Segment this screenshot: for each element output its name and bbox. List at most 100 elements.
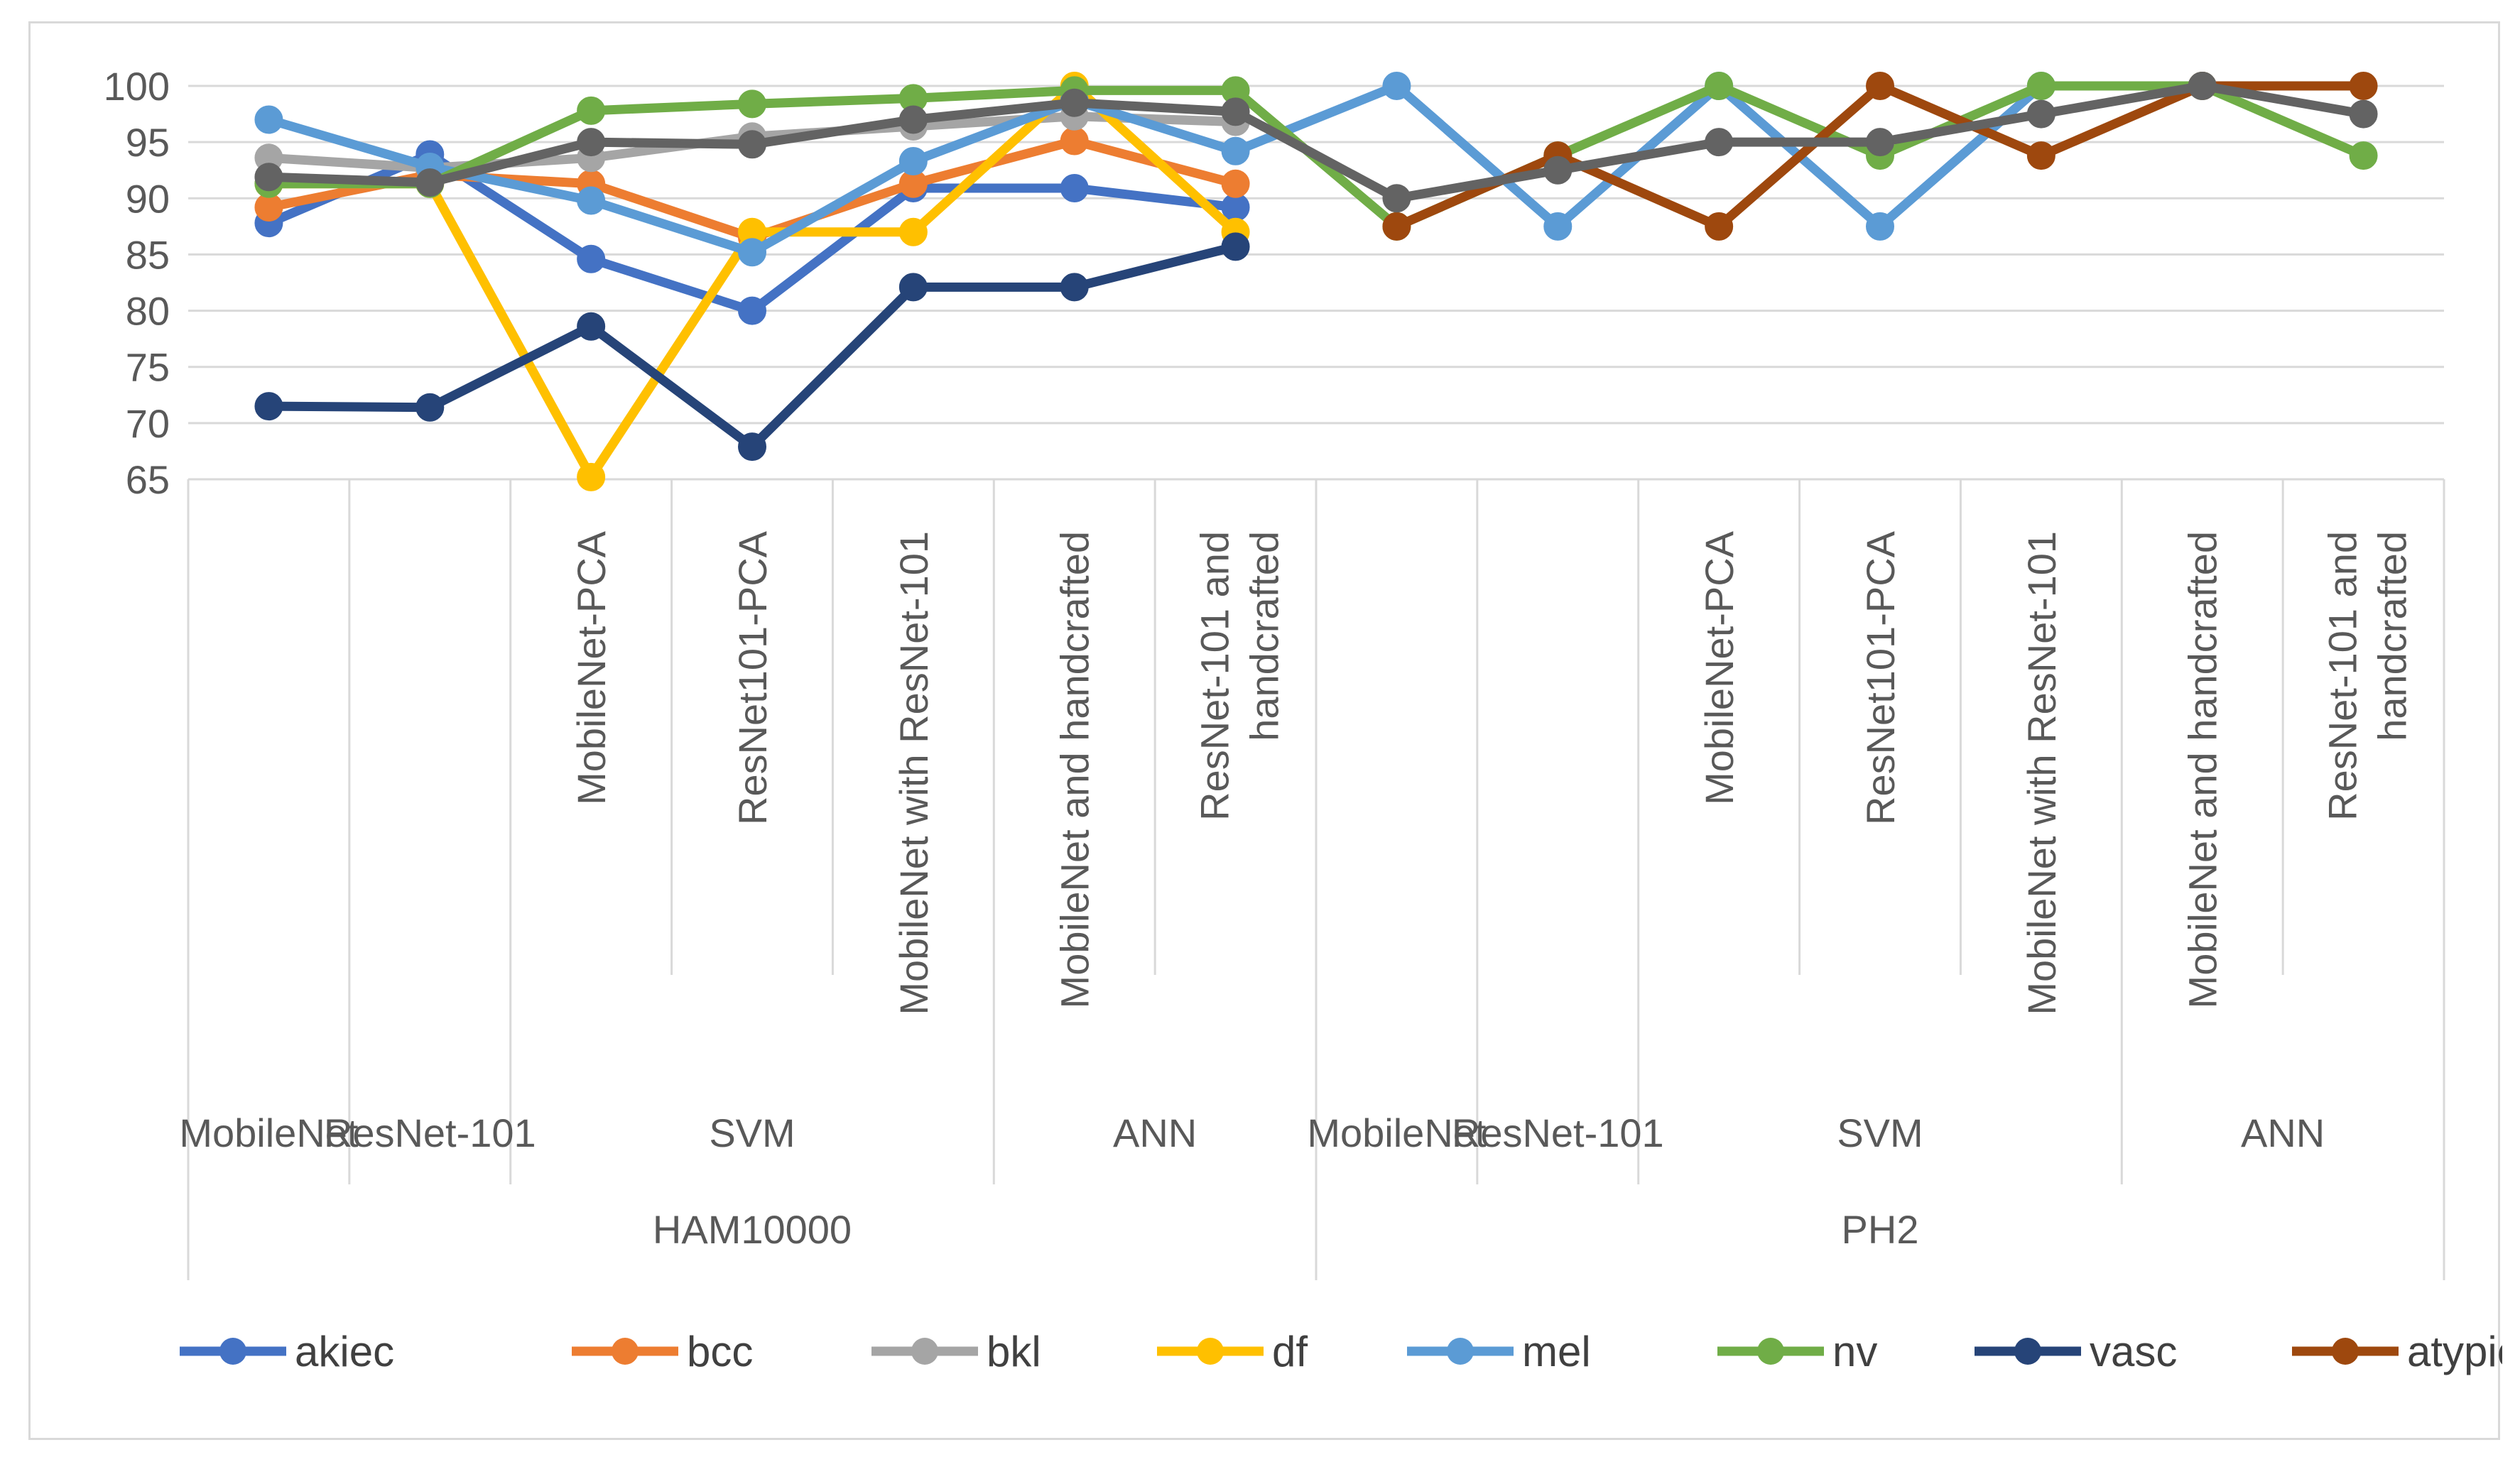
x-tick-label-line: MobileNet and handcrafted: [2180, 531, 2225, 1008]
point-nv-2: [577, 96, 606, 125]
dataset-label-ph2: PH2: [1842, 1207, 1919, 1252]
y-tick-label-85: 85: [126, 232, 170, 277]
x-tick-label-line: ResNet101-PCA: [730, 530, 775, 825]
y-tick-label-65: 65: [126, 457, 170, 502]
legend-item-mel: mel: [1407, 1328, 1591, 1375]
x-tick-label-ham10000-5: MobileNet and handcrafted: [1053, 531, 1097, 1008]
point-df-2: [577, 462, 606, 491]
point-atypical-7: [1382, 212, 1411, 241]
x-tick-label-line: ResNet-101 and: [2320, 531, 2365, 821]
point-mel-6: [1221, 136, 1250, 165]
point-accuracy-pct-11: [2026, 99, 2055, 129]
group-label-ham10000-svm: SVM: [709, 1111, 795, 1155]
point-akiec-3: [738, 296, 766, 325]
point-nv-3: [738, 89, 766, 119]
series-line-accuracy-pct: [264, 81, 2369, 203]
x-tick-label-ham10000-2: MobileNet-PCA: [569, 530, 614, 805]
x-tick-label-ham10000-3: ResNet101-PCA: [730, 530, 775, 825]
point-atypical-13: [2349, 72, 2378, 100]
x-tick-label-ph2-11: MobileNet with ResNet-101: [2019, 531, 2064, 1015]
point-accuracy-pct-10: [1866, 128, 1894, 157]
legend-marker-vasc: [2014, 1338, 2041, 1365]
point-nv-9: [1705, 72, 1734, 100]
x-tick-label-ham10000-6: ResNet-101 and handcrafted: [1193, 531, 1287, 821]
point-atypical-10: [1866, 72, 1894, 100]
group-label-ph2-resnet-101: ResNet-101: [1452, 1111, 1664, 1155]
point-akiec-2: [577, 244, 606, 273]
legend-marker-mel: [1447, 1338, 1474, 1365]
legend-label-atypical: atypical: [2407, 1328, 2502, 1375]
group-label-ham10000-resnet-101: ResNet-101: [324, 1111, 536, 1155]
legend-marker-atypical: [2332, 1338, 2359, 1365]
point-vasc-2: [577, 312, 606, 341]
legend: akiecbccbkldfmelnvvascatypicalAccuracy %: [180, 1328, 2502, 1375]
x-tick-label-ph2-9: MobileNet-PCA: [1697, 530, 1742, 805]
x-tick-label-line: ResNet-101 and: [1193, 531, 1237, 821]
point-df-4: [898, 217, 928, 246]
x-tick-label-line: ResNet101-PCA: [1858, 530, 1903, 825]
legend-label-vasc: vasc: [2090, 1328, 2177, 1375]
series-mel: [254, 72, 2217, 267]
point-accuracy-pct-2: [577, 128, 606, 157]
legend-item-bcc: bcc: [572, 1328, 753, 1375]
series-line-vasc: [264, 241, 1241, 452]
group-label-ham10000-mobilenet: MobileNet: [179, 1111, 359, 1155]
x-tick-label-line: handcrafted: [2370, 531, 2415, 741]
x-tick-label-ham10000-4: MobileNet with ResNet-101: [891, 531, 936, 1015]
point-mel-10: [1866, 212, 1894, 241]
legend-item-akiec: akiec: [180, 1328, 394, 1375]
legend-item-vasc: vasc: [1975, 1328, 2177, 1375]
chart-frame: 65 70 75 80 85 90 95 100 MobileNet-PCA ResNet101…: [28, 21, 2502, 1440]
x-axis: MobileNet-PCA ResNet101-PCA MobileNet with…: [179, 479, 2445, 1280]
point-accuracy-pct-0: [254, 163, 283, 192]
y-tick-label-100: 100: [104, 64, 170, 109]
legend-marker-df: [1197, 1338, 1224, 1365]
point-mel-0: [254, 105, 283, 134]
point-mel-8: [1543, 212, 1573, 241]
point-accuracy-pct-13: [2349, 99, 2378, 129]
group-label-ham10000-ann: ANN: [1113, 1111, 1197, 1155]
point-mel-4: [898, 147, 928, 176]
legend-label-akiec: akiec: [295, 1328, 394, 1375]
point-nv-13: [2349, 141, 2378, 170]
y-tick-label-90: 90: [126, 176, 170, 221]
line-chart: 65 70 75 80 85 90 95 100 MobileNet-PCA ResNet101…: [104, 64, 2502, 1375]
group-label-ph2-svm: SVM: [1837, 1111, 1923, 1155]
point-accuracy-pct-3: [738, 130, 766, 159]
point-mel-2: [577, 186, 606, 215]
y-tick-label-75: 75: [126, 345, 170, 390]
group-label-ph2-ann: ANN: [2241, 1111, 2325, 1155]
legend-label-df: df: [1272, 1328, 1308, 1375]
x-tick-label-line: MobileNet and handcrafted: [1053, 531, 1097, 1008]
legend-label-bkl: bkl: [987, 1328, 1041, 1375]
y-tick-label-80: 80: [126, 289, 170, 334]
point-mel-3: [738, 238, 766, 267]
legend-item-bkl: bkl: [871, 1328, 1041, 1375]
legend-label-mel: mel: [1522, 1328, 1591, 1375]
x-tick-label-ph2-13: ResNet-101 and handcrafted: [2320, 531, 2415, 821]
point-vasc-1: [416, 393, 445, 422]
legend-label-bcc: bcc: [687, 1328, 753, 1375]
x-tick-label-line: MobileNet-PCA: [569, 530, 614, 805]
point-accuracy-pct-9: [1705, 128, 1734, 157]
x-tick-label-line: MobileNet-PCA: [1697, 530, 1742, 805]
point-vasc-0: [254, 392, 283, 421]
legend-item-df: df: [1157, 1328, 1308, 1375]
dataset-label-ham10000: HAM10000: [653, 1207, 852, 1252]
legend-marker-nv: [1757, 1338, 1784, 1365]
point-nv-11: [2026, 72, 2055, 100]
legend-marker-bkl: [911, 1338, 938, 1365]
x-tick-label-line: MobileNet with ResNet-101: [2019, 531, 2064, 1015]
series-lines: [254, 72, 2378, 491]
legend-item-atypical: atypical: [2292, 1328, 2502, 1375]
x-tick-label-line: handcrafted: [1242, 531, 1287, 741]
x-tick-label-ph2-12: MobileNet and handcrafted: [2180, 531, 2225, 1008]
point-bcc-6: [1221, 169, 1250, 198]
group-label-ph2-mobilenet: MobileNet: [1307, 1111, 1487, 1155]
point-vasc-3: [738, 432, 766, 462]
point-atypical-11: [2026, 141, 2055, 170]
point-bcc-5: [1060, 126, 1089, 156]
legend-marker-akiec: [219, 1338, 246, 1365]
point-accuracy-pct-6: [1221, 97, 1250, 126]
point-mel-7: [1382, 72, 1411, 100]
